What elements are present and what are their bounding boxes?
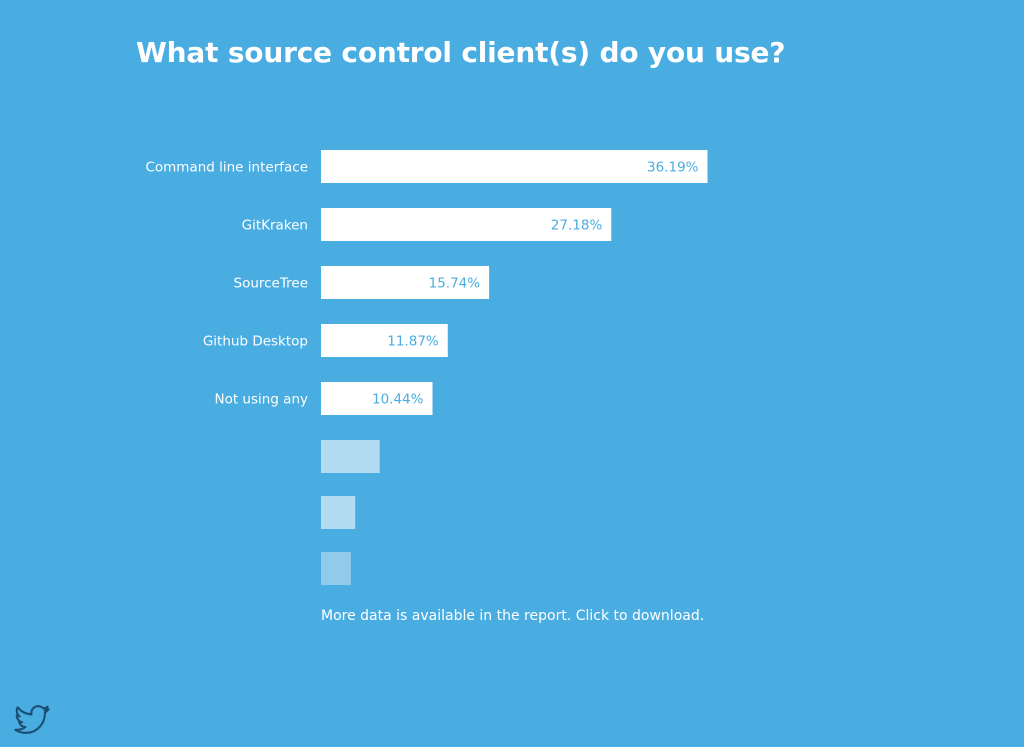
bar [321, 266, 490, 299]
chart-title: What source control client(s) do you use… [136, 36, 786, 69]
category-label: SourceTree [234, 276, 309, 292]
faded-bar [321, 496, 356, 529]
bar [321, 208, 612, 241]
bar-value-label: 11.87% [387, 334, 439, 350]
bar [321, 382, 433, 415]
category-label: Not using any [214, 392, 308, 408]
twitter-icon[interactable] [14, 705, 50, 737]
category-label: GitKraken [242, 218, 308, 234]
bar-value-label: 27.18% [551, 218, 603, 234]
bar-value-label: 15.74% [429, 276, 481, 292]
faded-bar [321, 440, 380, 473]
category-label: Command line interface [145, 160, 308, 176]
faded-bar [321, 552, 351, 585]
bar-value-label: 10.44% [372, 392, 424, 408]
category-label: Github Desktop [203, 334, 308, 350]
bar-value-label: 36.19% [647, 160, 699, 176]
bar [321, 324, 448, 357]
bar [321, 150, 708, 183]
download-report-link[interactable]: More data is available in the report. Cl… [321, 608, 705, 624]
